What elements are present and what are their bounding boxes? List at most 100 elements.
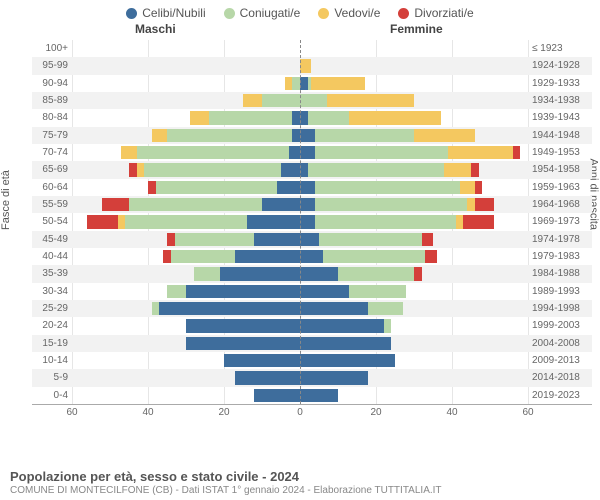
birth-year-label: 1924-1928	[528, 60, 592, 71]
birth-year-label: 1934-1938	[528, 95, 592, 106]
bar-segment-cel	[254, 233, 300, 247]
birth-year-label: 1929-1933	[528, 78, 592, 89]
population-pyramid-chart: Celibi/NubiliConiugati/eVedovi/eDivorzia…	[0, 0, 600, 500]
chart-footer: Popolazione per età, sesso e stato civil…	[10, 469, 590, 496]
female-bar	[300, 213, 528, 230]
bar-segment-cel	[292, 111, 300, 125]
male-bar	[72, 75, 300, 92]
age-label: 20-24	[32, 320, 72, 331]
male-bar	[72, 248, 300, 265]
bar-segment-con	[209, 111, 293, 125]
bar-segment-con	[144, 163, 281, 177]
gender-labels: Maschi Femmine	[0, 22, 600, 40]
bar-segment-cel	[220, 267, 300, 281]
age-label: 100+	[32, 43, 72, 54]
female-bar	[300, 196, 528, 213]
male-bar	[72, 300, 300, 317]
legend-label: Coniugati/e	[240, 6, 301, 20]
bar-segment-cel	[281, 163, 300, 177]
bar-segment-ved	[456, 215, 464, 229]
birth-year-label: 1964-1968	[528, 199, 592, 210]
bar-segment-cel	[300, 215, 315, 229]
male-bar	[72, 92, 300, 109]
bar-segment-ved	[152, 129, 167, 143]
age-row: 75-791944-1948	[32, 127, 592, 144]
age-label: 5-9	[32, 372, 72, 383]
male-bar	[72, 57, 300, 74]
female-bar	[300, 231, 528, 248]
age-row: 25-291994-1998	[32, 300, 592, 317]
age-row: 40-441979-1983	[32, 248, 592, 265]
bar-segment-div	[163, 250, 171, 264]
bar-segment-con	[319, 233, 422, 247]
female-bar	[300, 335, 528, 352]
birth-year-label: 1939-1943	[528, 112, 592, 123]
female-bar	[300, 265, 528, 282]
bar-segment-cel	[300, 181, 315, 195]
age-label: 90-94	[32, 78, 72, 89]
bar-segment-cel	[254, 389, 300, 403]
age-row: 15-19 2004-2008	[32, 335, 592, 352]
female-bar	[300, 161, 528, 178]
legend-swatch	[318, 8, 329, 19]
female-bar	[300, 40, 528, 57]
legend: Celibi/NubiliConiugati/eVedovi/eDivorzia…	[0, 0, 600, 22]
birth-year-label: ≤ 1923	[528, 43, 592, 54]
age-row: 60-641959-1963	[32, 179, 592, 196]
bar-segment-ved	[444, 163, 471, 177]
male-bar	[72, 161, 300, 178]
age-label: 55-59	[32, 199, 72, 210]
legend-item: Celibi/Nubili	[126, 6, 205, 20]
bar-segment-ved	[121, 146, 136, 160]
age-row: 0-42019-2023	[32, 387, 592, 404]
birth-year-label: 1954-1958	[528, 164, 592, 175]
bar-segment-con	[315, 129, 414, 143]
age-row: 35-391984-1988	[32, 265, 592, 282]
age-row: 45-491974-1978	[32, 231, 592, 248]
x-tick: 60	[66, 407, 77, 418]
male-bar	[72, 369, 300, 386]
age-row: 85-891934-1938	[32, 92, 592, 109]
bar-segment-con	[368, 302, 402, 316]
plot-area: 100+ ≤ 1923 95-99 1924-1928 90-94 1929-1933 85…	[32, 40, 592, 420]
x-tick: 60	[522, 407, 533, 418]
female-bar	[300, 109, 528, 126]
legend-item: Divorziati/e	[398, 6, 473, 20]
bar-segment-cel	[300, 267, 338, 281]
bar-segment-con	[292, 77, 300, 91]
birth-year-label: 1989-1993	[528, 286, 592, 297]
bar-segment-cel	[235, 250, 300, 264]
female-bar	[300, 248, 528, 265]
bar-segment-con	[171, 250, 236, 264]
label-male: Maschi	[135, 22, 176, 36]
birth-year-label: 2004-2008	[528, 338, 592, 349]
bar-segment-cel	[300, 146, 315, 160]
age-label: 0-4	[32, 390, 72, 401]
birth-year-label: 2009-2013	[528, 355, 592, 366]
male-bar	[72, 231, 300, 248]
age-label: 30-34	[32, 286, 72, 297]
bar-segment-ved	[190, 111, 209, 125]
male-bar	[72, 352, 300, 369]
bar-segment-div	[425, 250, 436, 264]
male-bar	[72, 317, 300, 334]
age-label: 40-44	[32, 251, 72, 262]
female-bar	[300, 300, 528, 317]
age-row: 50-541969-1973	[32, 213, 592, 230]
bar-segment-con	[137, 146, 289, 160]
bar-segment-div	[129, 163, 137, 177]
male-bar	[72, 109, 300, 126]
male-bar	[72, 265, 300, 282]
bar-segment-con	[156, 181, 278, 195]
x-tick: 40	[446, 407, 457, 418]
age-label: 15-19	[32, 338, 72, 349]
age-label: 95-99	[32, 60, 72, 71]
bar-segment-cel	[186, 319, 300, 333]
legend-swatch	[126, 8, 137, 19]
bar-segment-ved	[118, 215, 126, 229]
bar-segment-ved	[460, 181, 475, 195]
bar-segment-con	[175, 233, 255, 247]
female-bar	[300, 179, 528, 196]
birth-year-label: 1974-1978	[528, 234, 592, 245]
x-tick: 0	[297, 407, 303, 418]
